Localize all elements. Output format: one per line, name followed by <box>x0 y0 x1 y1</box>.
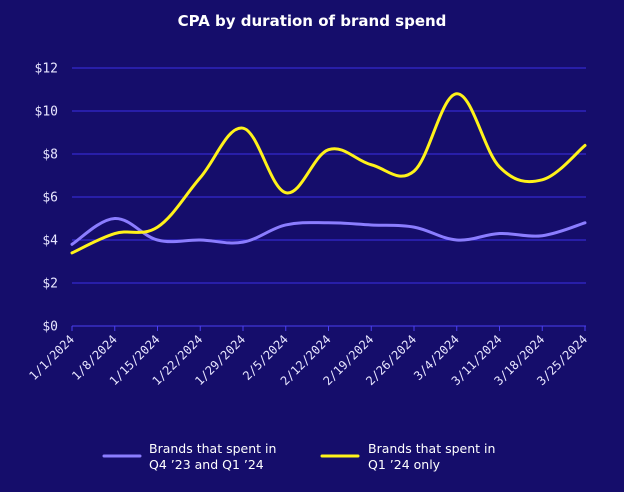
legend-label: Brands that spent in <box>149 441 276 456</box>
y-tick-label: $2 <box>42 277 58 292</box>
legend-label: Q4 ’23 and Q1 ’24 <box>149 457 264 472</box>
series-line-2 <box>70 92 587 255</box>
y-tick-label: $10 <box>35 105 58 120</box>
y-axis-ticks: $0 $2 $4 $6 $8 $10 $12 <box>35 62 59 335</box>
y-tick-label: $0 <box>42 320 58 335</box>
chart-title: CPA by duration of brand spend <box>178 12 447 30</box>
series-lines <box>70 92 587 255</box>
legend-label: Brands that spent in <box>368 441 495 456</box>
x-tick-label: 1/1/2024 <box>26 332 77 383</box>
series-line-1 <box>70 216 587 246</box>
y-tick-label: $12 <box>35 62 58 77</box>
y-tick-label: $8 <box>42 148 58 163</box>
x-axis-ticks: 1/1/20241/8/20241/15/20241/22/20241/29/2… <box>26 326 590 388</box>
legend-label: Q1 ’24 only <box>368 457 441 472</box>
y-tick-label: $6 <box>42 191 58 206</box>
y-tick-label: $4 <box>42 234 58 249</box>
gridlines <box>72 67 586 327</box>
